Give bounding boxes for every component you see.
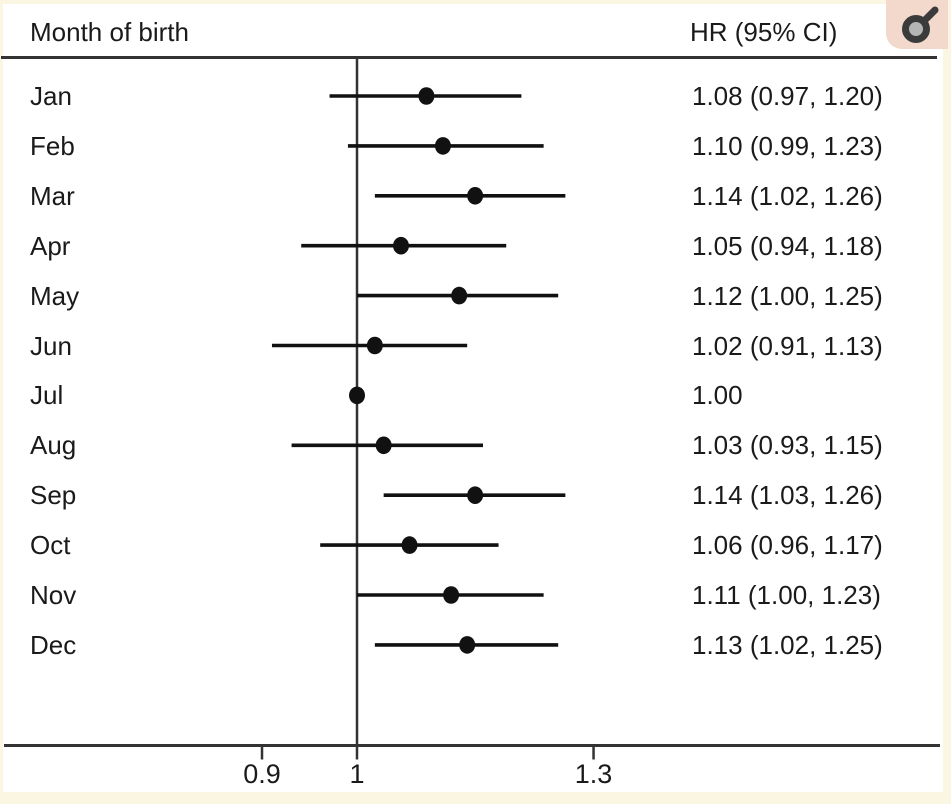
male-badge — [886, 0, 948, 49]
row-label-nov: Nov — [30, 580, 77, 610]
point-estimate-jan — [418, 87, 435, 105]
row-label-aug: Aug — [30, 430, 77, 461]
row-label-jan: Jan — [30, 81, 72, 111]
point-estimate-nov — [443, 586, 460, 604]
male-icon — [902, 6, 939, 43]
row-label-may: May — [30, 280, 80, 311]
row-label-jul: Jul — [30, 380, 64, 411]
row-label-apr: Apr — [30, 230, 71, 261]
point-estimate-aug — [375, 436, 392, 455]
row-value-dec: 1.13 (1.02, 1.25) — [692, 629, 883, 660]
point-estimate-may — [451, 286, 468, 305]
row-label-sep: Sep — [30, 480, 77, 511]
point-estimate-dec — [459, 636, 476, 654]
row-value-jul: 1.00 — [692, 380, 743, 411]
row-value-mar: 1.14 (1.02, 1.26) — [692, 180, 883, 211]
point-estimate-sep — [467, 486, 484, 505]
row-value-may: 1.12 (1.00, 1.25) — [692, 280, 883, 311]
point-estimate-oct — [401, 536, 418, 554]
x-tick-label: 1 — [349, 759, 365, 789]
row-label-mar: Mar — [30, 180, 75, 211]
point-estimate-feb — [434, 137, 451, 155]
row-label-dec: Dec — [30, 629, 77, 660]
header-divider — [1, 56, 937, 59]
row-value-feb: 1.10 (0.99, 1.23) — [692, 130, 883, 161]
row-value-apr: 1.05 (0.94, 1.18) — [692, 230, 883, 261]
row-label-feb: Feb — [30, 130, 75, 161]
row-value-jan: 1.08 (0.97, 1.20) — [692, 81, 883, 111]
point-estimate-mar — [467, 187, 484, 205]
x-tick-label: 1.3 — [574, 759, 613, 789]
row-value-nov: 1.11 (1.00, 1.23) — [692, 580, 881, 610]
point-estimate-apr — [392, 236, 409, 255]
row-value-jun: 1.02 (0.91, 1.13) — [692, 330, 883, 361]
point-estimate-jul — [349, 386, 365, 405]
x-tick-label: 0.9 — [243, 759, 281, 789]
y-axis-column-header: Month of birth — [30, 17, 189, 47]
row-value-aug: 1.03 (0.93, 1.15) — [692, 430, 883, 461]
row-value-oct: 1.06 (0.96, 1.17) — [692, 530, 883, 561]
figure-panel — [3, 4, 943, 792]
row-value-sep: 1.14 (1.03, 1.26) — [692, 480, 883, 511]
row-label-oct: Oct — [30, 530, 71, 561]
row-label-jun: Jun — [30, 330, 72, 361]
point-estimate-jun — [366, 336, 383, 355]
value-column-header: HR (95% CI) — [690, 17, 838, 47]
